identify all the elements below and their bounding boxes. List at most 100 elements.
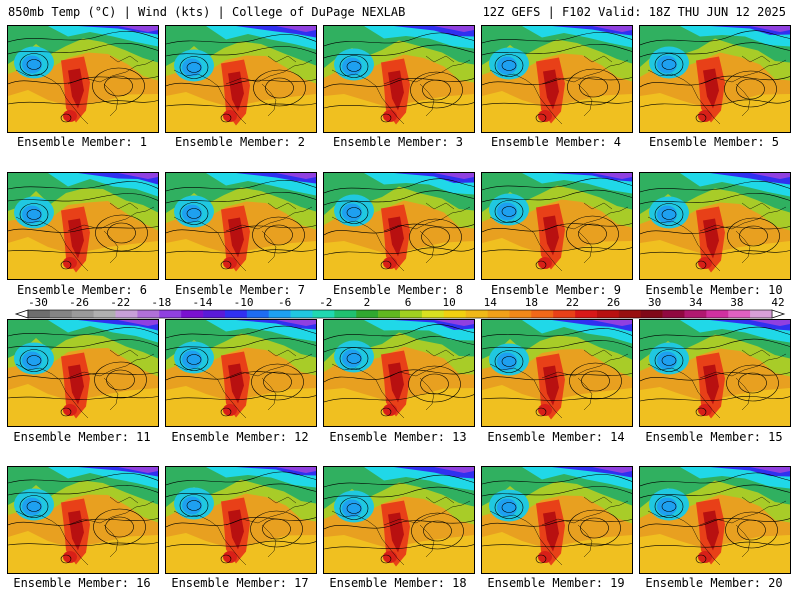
temperature-map [482,320,632,426]
ensemble-member-panel [481,172,633,280]
ensemble-member-label: Ensemble Member: 14 [487,430,625,444]
temperature-map [8,26,158,132]
colorbar-swatch [334,310,357,318]
colorbar-swatch [181,310,204,318]
temperature-map [640,26,790,132]
temperature-map [482,26,632,132]
temperature-map [8,320,158,426]
ensemble-member-panel [165,466,317,574]
colorbar-tick-label: 30 [648,297,661,309]
colorbar-left-arrow [14,309,29,319]
colorbar-tick-label: 10 [442,297,455,309]
ensemble-member-panel [323,172,475,280]
ensemble-member-panel [7,25,159,133]
colorbar-tick-label: 18 [525,297,538,309]
colorbar-swatch [268,310,291,318]
colorbar-swatch [531,310,554,318]
ensemble-member-panel [323,319,475,427]
ensemble-member-label: Ensemble Member: 17 [171,576,309,590]
ensemble-member-label: Ensemble Member: 10 [645,283,783,297]
ensemble-member-panel [165,172,317,280]
ensemble-member-panel [7,319,159,427]
ensemble-member-label: Ensemble Member: 7 [174,283,306,297]
colorbar-tick-label: -26 [69,297,89,309]
temperature-map [166,320,316,426]
colorbar-tick-label: 26 [607,297,620,309]
colorbar-swatch [159,310,182,318]
ensemble-member-label: Ensemble Member: 8 [332,283,464,297]
colorbar-tick-label: 2 [364,297,371,309]
colorbar-swatch [203,310,226,318]
colorbar-swatch [553,310,576,318]
colorbar-swatch [618,310,641,318]
temperature-colorbar: -30 -26 -22 -18 -14 -10 -6 -2 2 6 10 14 18 22 26 30 34 38… [14,297,786,319]
colorbar-tick-label: -22 [110,297,130,309]
colorbar-swatch [728,310,751,318]
colorbar-tick-label: -6 [278,297,291,309]
colorbar-swatch [465,310,488,318]
colorbar-right-arrow [771,309,786,319]
colorbar-tick-label: -2 [319,297,332,309]
temperature-map [166,467,316,573]
ensemble-member-label: Ensemble Member: 12 [171,430,309,444]
temperature-map [482,467,632,573]
colorbar-swatch [443,310,466,318]
colorbar-tick-label: 6 [405,297,412,309]
ensemble-member-label: Ensemble Member: 3 [332,135,464,149]
ensemble-member-label: Ensemble Member: 11 [13,430,151,444]
ensemble-member-panel [7,172,159,280]
colorbar-swatch [378,310,401,318]
colorbar-swatch [640,310,663,318]
ensemble-member-label: Ensemble Member: 18 [329,576,467,590]
temperature-map [8,173,158,279]
temperature-map [324,173,474,279]
colorbar-swatch [93,310,116,318]
temperature-map [324,26,474,132]
colorbar-swatch [137,310,160,318]
colorbar-swatch [312,310,335,318]
valid-time-label: 12Z GEFS | F102 Valid: 18Z THU JUN 12 20… [482,5,786,19]
colorbar-swatch [706,310,729,318]
ensemble-member-label: Ensemble Member: 16 [13,576,151,590]
ensemble-member-panel [7,466,159,574]
ensemble-member-label: Ensemble Member: 4 [490,135,622,149]
ensemble-member-label: Ensemble Member: 13 [329,430,467,444]
ensemble-member-panel [481,319,633,427]
colorbar-swatch [49,310,73,318]
ensemble-member-label: Ensemble Member: 15 [645,430,783,444]
colorbar-tick-label: 22 [566,297,579,309]
temperature-map [640,320,790,426]
colorbar-swatch [290,310,313,318]
colorbar-swatch [356,310,379,318]
temperature-map [640,173,790,279]
temperature-map [8,467,158,573]
colorbar-tick-label: -10 [234,297,254,309]
colorbar-swatch [421,310,445,318]
ensemble-member-label: Ensemble Member: 1 [16,135,148,149]
temperature-map [640,467,790,573]
ensemble-member-label: Ensemble Member: 19 [487,576,625,590]
temperature-map [324,467,474,573]
colorbar-tick-label: -30 [28,297,48,309]
ensemble-member-panel [639,25,791,133]
colorbar-swatch [684,310,707,318]
colorbar-frame [27,309,773,319]
temperature-map [166,26,316,132]
colorbar-swatch [400,310,423,318]
temperature-map [482,173,632,279]
ensemble-member-panel [639,172,791,280]
colorbar-swatch [575,310,598,318]
colorbar-tick-label: -14 [193,297,213,309]
colorbar-swatch [509,310,532,318]
ensemble-member-label: Ensemble Member: 2 [174,135,306,149]
colorbar-tick-label: 14 [484,297,498,309]
ensemble-member-panel [639,466,791,574]
colorbar-tick-label: 34 [689,297,703,309]
ensemble-member-panel [165,319,317,427]
colorbar-tick-label: 38 [730,297,743,309]
ensemble-member-panel [323,466,475,574]
temperature-map [324,320,474,426]
ensemble-member-label: Ensemble Member: 20 [645,576,783,590]
colorbar-swatch [596,310,620,318]
colorbar-swatch [28,310,51,318]
